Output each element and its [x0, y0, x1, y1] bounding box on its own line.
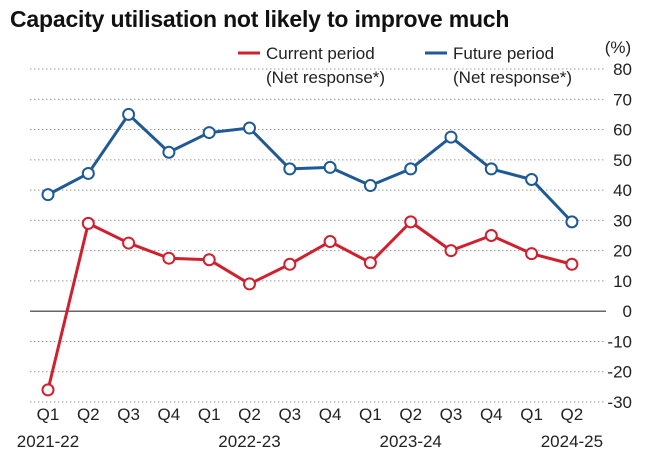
- x-tick-label: Q3: [117, 405, 140, 424]
- x-tick-label: Q1: [198, 405, 221, 424]
- data-point: [484, 162, 498, 176]
- y-tick-label: 60: [613, 121, 632, 140]
- x-tick-label: Q3: [440, 405, 463, 424]
- series-line-1: [47, 112, 573, 223]
- data-point: [41, 383, 55, 397]
- y-tick-label: 0: [623, 302, 632, 321]
- data-point: [565, 215, 579, 229]
- x-tick-label: Q2: [561, 405, 584, 424]
- data-point: [41, 188, 55, 202]
- legend-sublabel-0: (Net response*): [266, 68, 385, 87]
- data-point: [283, 257, 297, 271]
- data-point: [525, 172, 539, 186]
- data-point: [363, 179, 377, 193]
- x-year-label: 2021-22: [17, 432, 79, 451]
- y-tick-label: -30: [607, 393, 632, 412]
- legend-sublabel-1: (Net response*): [453, 68, 572, 87]
- y-axis-ticks: 80 70 60 50 40 30 20 10 0 -10 -20 -30: [607, 60, 632, 412]
- x-tick-label: Q2: [77, 405, 100, 424]
- x-tick-label: Q4: [158, 405, 181, 424]
- data-point: [404, 162, 418, 176]
- x-axis-ticks: Q1 Q2 Q3 Q4 Q1 Q2 Q3 Q4 Q1 Q2 Q3 Q4 Q1 Q2: [37, 405, 584, 424]
- data-point: [81, 216, 95, 230]
- data-point: [202, 253, 216, 267]
- data-point: [565, 257, 579, 271]
- data-point: [243, 121, 256, 135]
- y-tick-label: 80: [613, 60, 632, 79]
- y-tick-label: 10: [613, 272, 632, 291]
- data-point: [363, 256, 377, 270]
- y-unit-label: (%): [605, 38, 631, 57]
- legend-label-1: Future period: [453, 44, 554, 63]
- data-point: [81, 166, 95, 180]
- data-point: [525, 247, 539, 261]
- data-point: [404, 215, 418, 229]
- series-line-0: [46, 220, 573, 391]
- data-point: [444, 130, 458, 144]
- data-point: [162, 251, 176, 265]
- legend-label-0: Current period: [266, 44, 375, 63]
- x-year-label: 2022-23: [218, 432, 280, 451]
- data-point: [444, 244, 458, 258]
- x-tick-label: Q3: [278, 405, 301, 424]
- y-tick-label: 40: [613, 181, 632, 200]
- y-tick-label: 70: [613, 90, 632, 109]
- data-point: [243, 277, 256, 291]
- data-point: [202, 126, 216, 140]
- y-tick-label: 20: [613, 242, 632, 261]
- series-lines: [46, 112, 573, 391]
- x-year-label: 2023-24: [380, 432, 442, 451]
- gridlines: [30, 68, 606, 403]
- y-tick-label: -10: [607, 332, 632, 351]
- data-point: [283, 162, 297, 176]
- y-tick-label: 30: [613, 211, 632, 230]
- data-point: [323, 235, 337, 249]
- data-point: [323, 160, 337, 174]
- x-tick-label: Q2: [238, 405, 261, 424]
- y-tick-label: -20: [607, 363, 632, 382]
- x-tick-label: Q4: [319, 405, 342, 424]
- x-axis-year-labels: 2021-22 2022-23 2023-24 2024-25: [17, 432, 603, 451]
- series-points: [41, 107, 579, 397]
- data-point: [162, 145, 176, 159]
- x-tick-label: Q1: [359, 405, 382, 424]
- legend: Current period (Net response*) Future peri…: [238, 44, 572, 87]
- y-tick-label: 50: [613, 151, 632, 170]
- x-tick-label: Q4: [480, 405, 503, 424]
- data-point: [484, 229, 498, 242]
- x-tick-label: Q1: [520, 405, 543, 424]
- data-point: [122, 236, 136, 250]
- x-year-label: 2024-25: [541, 432, 603, 451]
- x-tick-label: Q1: [37, 405, 60, 424]
- chart-title: Capacity utilisation not likely to impro…: [10, 6, 510, 32]
- x-tick-label: Q2: [399, 405, 422, 424]
- data-point: [122, 107, 136, 121]
